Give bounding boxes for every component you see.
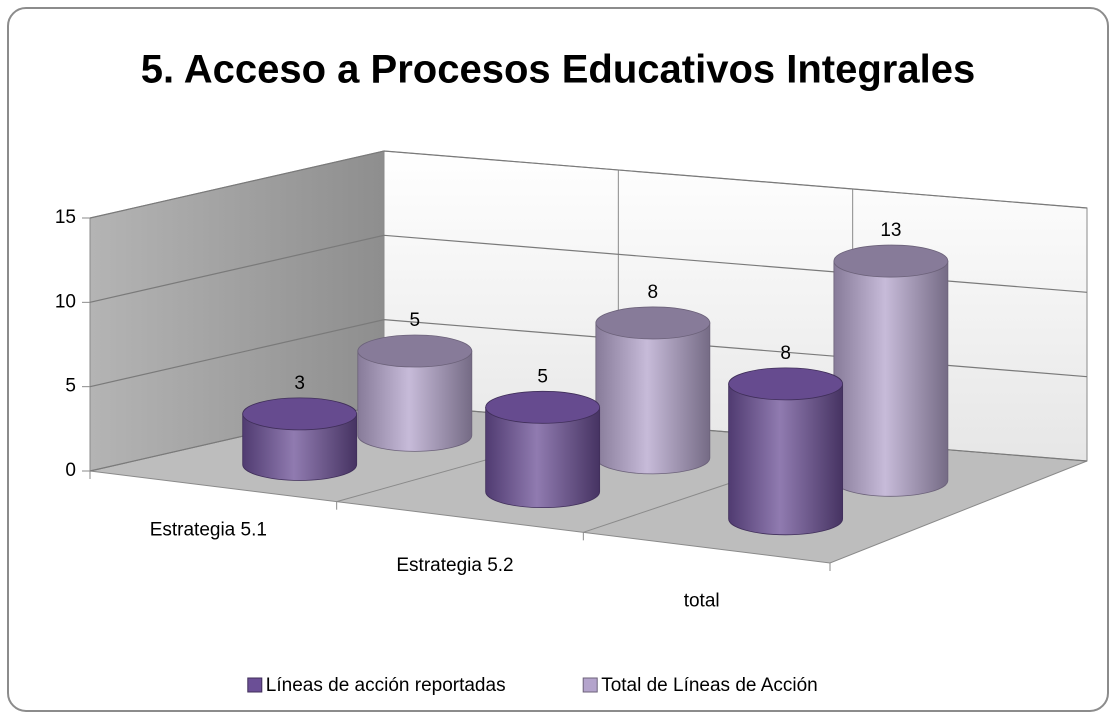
cylinder xyxy=(242,413,358,481)
data-label: 13 xyxy=(880,220,901,241)
cylinder xyxy=(833,260,949,497)
y-tick-label: 0 xyxy=(65,460,76,481)
y-tick-label: 10 xyxy=(55,291,76,312)
data-label: 5 xyxy=(410,310,421,331)
cylinder-top xyxy=(357,334,473,368)
x-tick-label: Estrategia 5.2 xyxy=(396,555,513,576)
x-tick-label: total xyxy=(684,591,720,612)
y-tick-label: 5 xyxy=(65,376,76,397)
chart-title: 5. Acceso a Procesos Educativos Integral… xyxy=(141,48,975,92)
cylinder-top xyxy=(833,244,949,278)
grid-line xyxy=(89,150,1088,219)
x-tick-label: Estrategia 5.1 xyxy=(150,519,267,540)
legend-label: Total de Líneas de Acción xyxy=(601,675,818,696)
data-label: 8 xyxy=(780,343,791,364)
legend-label: Líneas de acción reportadas xyxy=(266,675,506,696)
legend-swatch xyxy=(247,677,263,693)
data-label: 5 xyxy=(537,366,548,387)
cylinder xyxy=(485,406,601,509)
cylinder xyxy=(728,383,844,536)
y-tick-label: 15 xyxy=(55,207,76,228)
cylinder-top xyxy=(728,367,844,401)
data-label: 8 xyxy=(648,282,659,303)
data-label: 3 xyxy=(294,373,305,394)
cylinder xyxy=(595,322,711,475)
cylinder-top xyxy=(595,306,711,340)
cylinder-top xyxy=(485,390,601,424)
legend-swatch xyxy=(582,677,598,693)
cylinder xyxy=(357,350,473,452)
cylinder-top xyxy=(242,397,358,431)
